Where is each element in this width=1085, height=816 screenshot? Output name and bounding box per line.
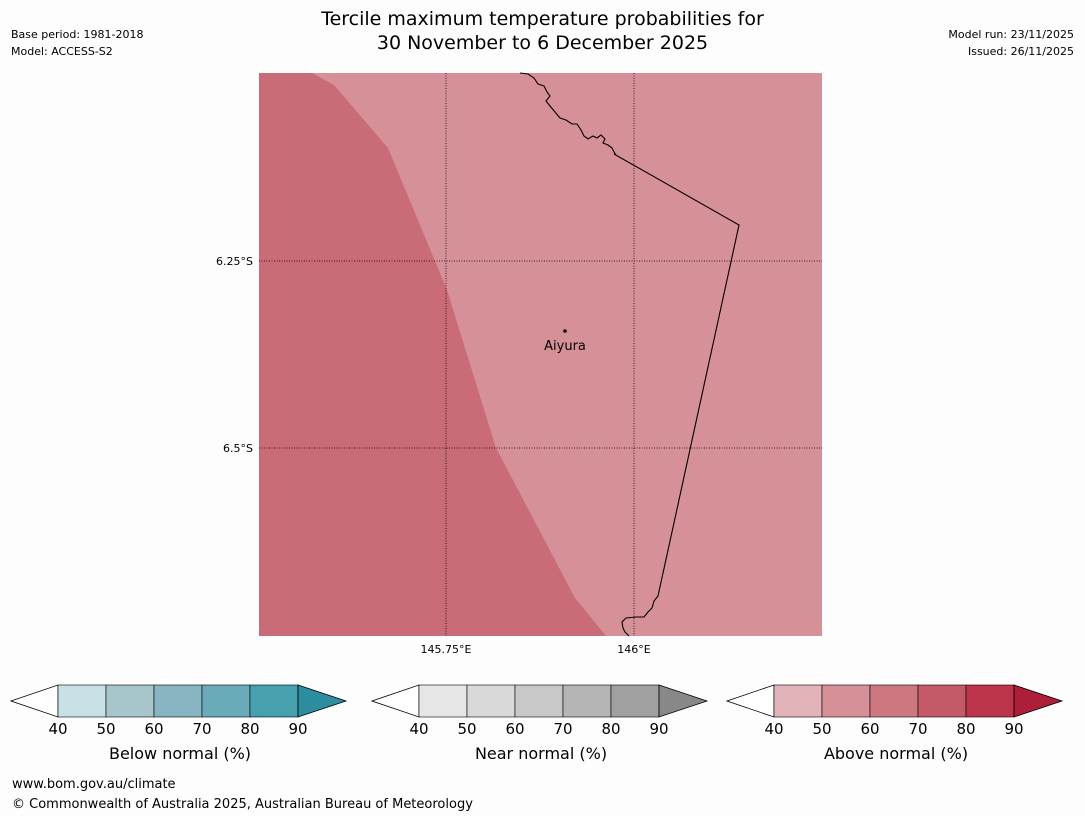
colorbar-tick-label: 80 xyxy=(601,720,620,734)
colorbar-tick-label: 90 xyxy=(1004,720,1023,734)
map: Aiyura 6.25°S 6.5°S 145.75°E 146°E xyxy=(216,72,822,656)
colorbar-tick-label: 60 xyxy=(860,720,879,734)
colorbar-tick-label: 60 xyxy=(144,720,163,734)
colorbar-tick-label: 70 xyxy=(553,720,572,734)
colorbar-tick-label: 40 xyxy=(764,720,783,734)
colorbar-segment xyxy=(466,684,516,718)
colorbar-segment xyxy=(201,684,251,718)
colorbar-tick-label: 80 xyxy=(240,720,259,734)
colorbar-segment xyxy=(773,684,823,718)
colorbar-near-normal: 40 50 60 70 80 90 Near normal (%) xyxy=(370,684,711,774)
meta-right: Model run: 23/11/2025 Issued: 26/11/2025 xyxy=(948,26,1074,60)
colorbar-near-normal-bar: 40 50 60 70 80 90 xyxy=(370,684,709,738)
colorbar-near-normal-label: Near normal (%) xyxy=(474,744,608,763)
title-line-2: 30 November to 6 December 2025 xyxy=(376,32,709,54)
province-boundary xyxy=(519,72,740,637)
colorbar-extend-low xyxy=(9,684,59,718)
colorbar-segment xyxy=(917,684,967,718)
colorbar-tick-label: 80 xyxy=(956,720,975,734)
title-line-1: Tercile maximum temperature probabilitie… xyxy=(321,8,764,30)
colorbar-tick-label: 70 xyxy=(192,720,211,734)
colorbar-extend-high xyxy=(658,684,709,718)
website-text: www.bom.gov.au/climate xyxy=(12,777,176,792)
footer: www.bom.gov.au/climate © Commonwealth of… xyxy=(12,775,473,815)
colorbar-tick-label: 40 xyxy=(409,720,428,734)
colorbar-segment xyxy=(869,684,919,718)
colorbar-segment xyxy=(105,684,155,718)
colorbar-segment xyxy=(514,684,564,718)
place-marker xyxy=(563,329,567,333)
colorbar-above-normal: 40 50 60 70 80 90 Above normal (%) xyxy=(725,684,1066,774)
model-run-text: Model run: 23/11/2025 xyxy=(948,28,1074,41)
colorbar-above-normal-label: Above normal (%) xyxy=(823,744,969,763)
lon-label-146: 146°E xyxy=(617,643,650,656)
lat-label-6-25: 6.25°S xyxy=(216,255,253,268)
copyright-text: © Commonwealth of Australia 2025, Austra… xyxy=(12,797,473,812)
colorbar-extend-low xyxy=(725,684,775,718)
colorbar-extend-high xyxy=(297,684,348,718)
page-title: Tercile maximum temperature probabilitie… xyxy=(0,7,1085,55)
colorbar-tick-label: 50 xyxy=(96,720,115,734)
colorbar-below-normal-bar: 40 50 60 70 80 90 xyxy=(9,684,348,738)
colorbar-tick-label: 90 xyxy=(649,720,668,734)
colorbar-segment xyxy=(610,684,660,718)
colorbar-tick-label: 40 xyxy=(48,720,67,734)
colorbar-below-normal-label: Below normal (%) xyxy=(108,744,252,763)
colorbar-segment xyxy=(57,684,107,718)
colorbar-extend-low xyxy=(370,684,420,718)
meta-left: Base period: 1981-2018 Model: ACCESS-S2 xyxy=(11,26,143,60)
colorbar-segment xyxy=(418,684,468,718)
issued-text: Issued: 26/11/2025 xyxy=(967,45,1074,58)
lon-label-145-75: 145.75°E xyxy=(421,643,472,656)
colorbar-tick-label: 50 xyxy=(812,720,831,734)
colorbar-extend-high xyxy=(1013,684,1064,718)
colorbar-segment xyxy=(562,684,612,718)
lat-label-6-5: 6.5°S xyxy=(223,442,253,455)
colorbar-tick-label: 70 xyxy=(908,720,927,734)
colorbar-segment xyxy=(821,684,871,718)
colorbar-segment xyxy=(153,684,203,718)
colorbar-tick-label: 60 xyxy=(505,720,524,734)
colorbar-above-normal-bar: 40 50 60 70 80 90 xyxy=(725,684,1064,738)
base-period-text: Base period: 1981-2018 xyxy=(11,28,144,41)
map-region-above-60-70 xyxy=(259,73,606,636)
model-text: Model: ACCESS-S2 xyxy=(11,45,113,58)
colorbar-tick-label: 50 xyxy=(457,720,476,734)
colorbar-tick-label: 90 xyxy=(288,720,307,734)
colorbar-segment xyxy=(965,684,1015,718)
colorbar-below-normal: 40 50 60 70 80 90 Below normal (%) xyxy=(9,684,350,774)
place-label: Aiyura xyxy=(544,339,586,354)
colorbar-segment xyxy=(249,684,299,718)
